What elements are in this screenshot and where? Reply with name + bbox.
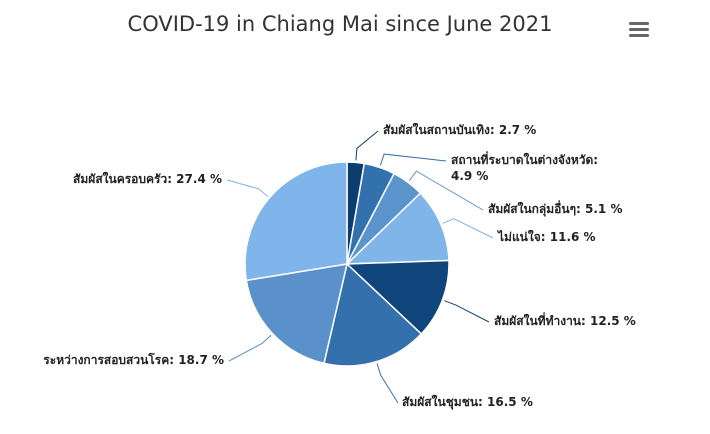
pie-slice-3[interactable]: [346, 192, 450, 265]
slice-label-1: สถานที่ระบาดในต่างจังหวัด: 4.9 %: [451, 151, 598, 183]
slice-label-4: สัมผัสในที่ทำงาน: 12.5 %: [494, 312, 636, 328]
label-connectors: [226, 130, 494, 404]
slice-labels: สัมผัสในสถานบันเทิง: 2.7 % สถานที่ระบาดใน…: [43, 122, 636, 410]
hamburger-menu-icon: [629, 22, 649, 37]
pie-slice-4[interactable]: [346, 259, 450, 335]
label-connector-0: [355, 130, 379, 161]
slice-label-2: สัมผัสในกลุ่มอื่นๆ: 5.1 %: [488, 200, 622, 217]
slice-label-3: ไม่แน่ใจ: 11.6 %: [496, 229, 596, 244]
pie-slice-6[interactable]: [245, 263, 348, 365]
label-connector-4: [444, 300, 490, 323]
slice-label-0: สัมผัสในสถานบันเทิง: 2.7 %: [383, 122, 536, 137]
slice-label-6: ระหว่างการสอบสวนโรค: 18.7 %: [43, 352, 224, 367]
label-connector-5: [376, 363, 399, 404]
label-connector-3: [442, 218, 494, 239]
label-connector-1: [379, 153, 447, 166]
label-connector-2: [408, 170, 484, 211]
label-connector-6: [228, 334, 272, 362]
pie-slice-5[interactable]: [323, 263, 423, 367]
chart-menu-button[interactable]: [624, 16, 654, 42]
slice-label-7: สัมผัสในครอบครัว: 27.4 %: [73, 171, 222, 186]
chart-title: COVID-19 in Chiang Mai since June 2021: [128, 12, 553, 36]
slice-label-5: สัมผัสในชุมชน: 16.5 %: [402, 394, 533, 410]
pie-slices: [244, 161, 450, 367]
label-connector-7: [226, 179, 269, 197]
pie-slice-7[interactable]: [244, 161, 348, 282]
